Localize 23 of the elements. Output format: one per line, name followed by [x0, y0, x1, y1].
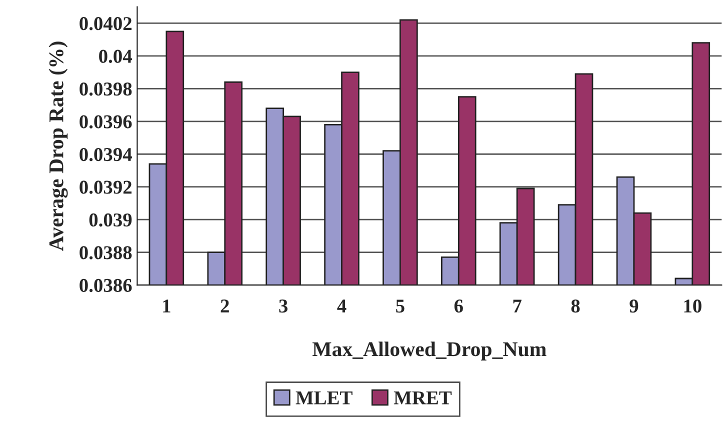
x-tick-label: 10: [684, 300, 702, 313]
x-tick-label: 9: [630, 300, 638, 313]
y-tick-label: 0.0396: [80, 115, 132, 128]
y-tick-label: 0.0402: [80, 17, 132, 30]
x-tick-label: 1: [163, 300, 170, 312]
x-tick-label: 5: [396, 300, 404, 313]
y-tick-label: 0.0388: [80, 246, 132, 260]
y-tick-label: 0.0394: [80, 148, 132, 162]
y-tick-label: 0.039: [89, 213, 132, 227]
legend-label: MRET: [394, 391, 452, 404]
x-tick-label: 3: [279, 300, 288, 313]
y-tick-label: 0.04: [99, 50, 132, 63]
y-tick-label: 0.0398: [80, 82, 132, 96]
legend-label: MLET: [296, 391, 352, 404]
y-axis-title: Average Drop Rate (%): [48, 42, 68, 251]
y-tick-label: 0.0386: [80, 278, 132, 292]
x-tick-label: 6: [454, 300, 463, 313]
y-tick-label: 0.0392: [80, 180, 132, 194]
x-axis-title: Max_Allowed_Drop_Num: [312, 342, 546, 360]
x-tick-label: 2: [220, 300, 229, 312]
x-tick-label: 4: [337, 300, 346, 312]
x-tick-label: 7: [513, 300, 522, 312]
x-tick-label: 8: [571, 300, 580, 313]
